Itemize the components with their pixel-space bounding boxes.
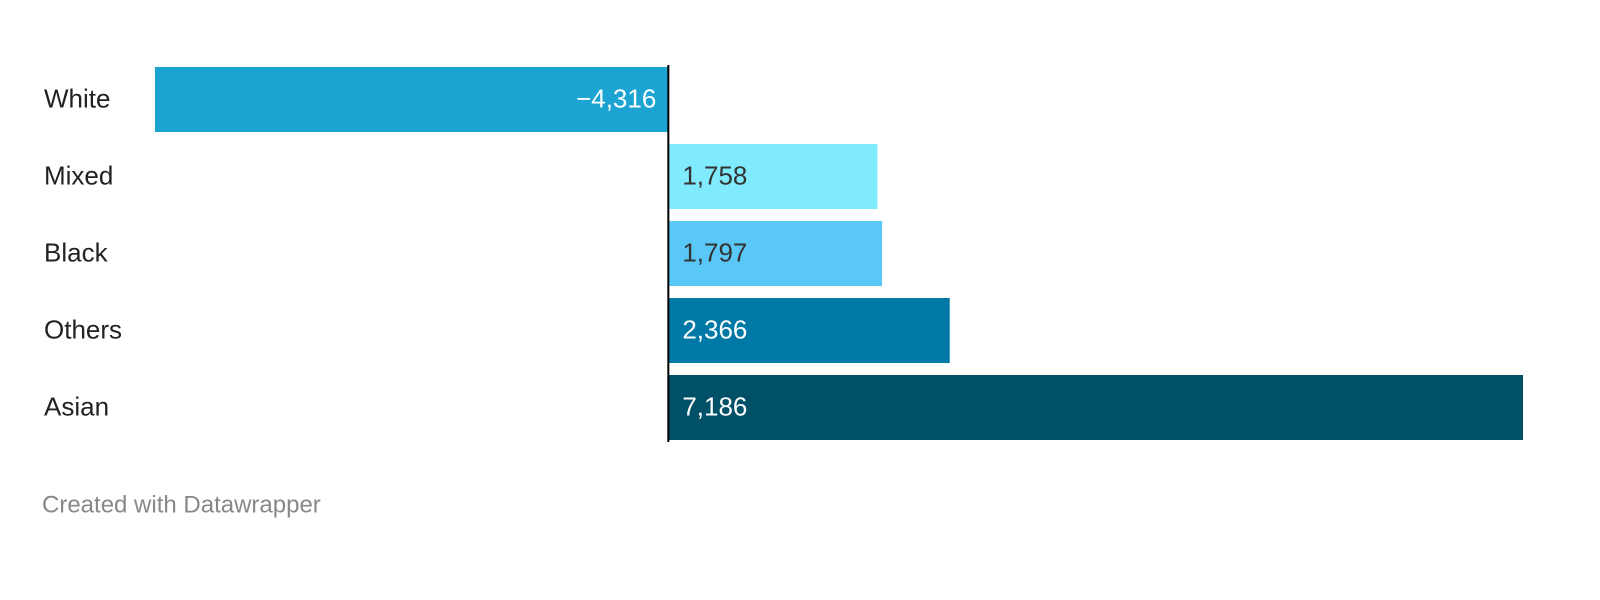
bar (668, 221, 883, 286)
footer: Created with Datawrapper (42, 491, 321, 518)
value-label: −4,316 (576, 83, 656, 113)
value-label: 7,186 (682, 391, 747, 421)
value-label: 1,797 (682, 237, 747, 267)
category-label: White (44, 83, 110, 113)
bar (668, 144, 878, 209)
value-label: 2,366 (682, 314, 747, 344)
bar (668, 298, 950, 363)
category-label: Black (44, 237, 109, 267)
value-label: 1,758 (682, 160, 747, 190)
category-label: Others (44, 314, 122, 344)
category-label: Asian (44, 391, 109, 421)
bar (155, 67, 669, 132)
bar (668, 375, 1523, 440)
category-label: Mixed (44, 160, 113, 190)
